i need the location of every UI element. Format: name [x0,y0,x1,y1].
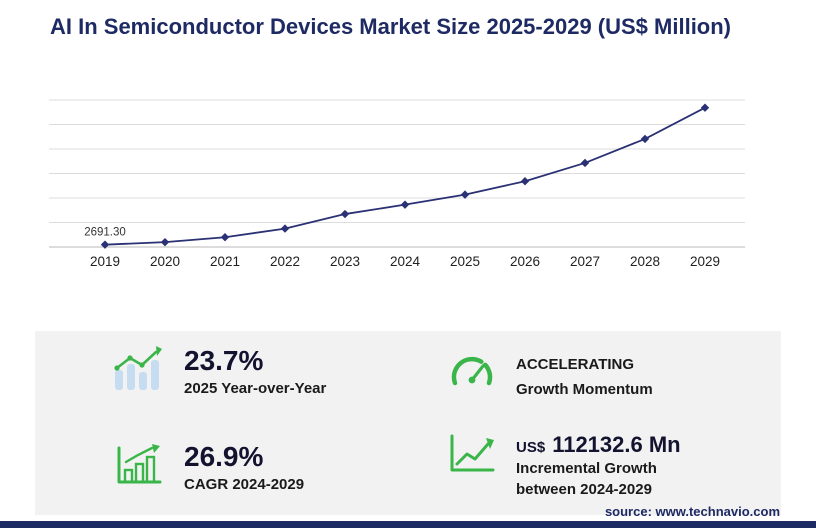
x-tick-label: 2026 [510,254,540,269]
bar-growth-icon [112,346,164,397]
stat-yoy: 23.7% 2025 Year-over-Year [112,346,326,397]
x-tick-label: 2022 [270,254,300,269]
data-point-2027 [580,158,590,168]
data-point-2020 [160,237,170,247]
footer-bar [0,521,816,528]
incremental-line1: Incremental Growth [516,460,657,477]
stat-momentum: ACCELERATING Growth Momentum [448,352,653,402]
data-point-2022 [280,224,290,233]
speedometer-icon [448,352,496,399]
data-point-2025 [460,190,470,199]
stats-panel [35,331,781,515]
data-point-2026 [520,176,530,186]
incremental-value: 112132.6 Mn [552,432,681,457]
data-point-2021 [220,233,230,242]
stat-cagr: 26.9% CAGR 2024-2029 [114,442,304,493]
market-size-chart: 2691.30 2019 2020 2021 2022 2023 2024 2025 2026 2… [45,92,750,274]
data-point-2023 [340,209,350,219]
cagr-value: 26.9% [184,441,264,472]
incremental-line2: between 2024-2029 [516,481,652,498]
x-tick-label: 2025 [450,254,480,269]
x-tick-label: 2027 [570,254,600,269]
x-tick-label: 2023 [330,254,360,269]
x-tick-label: 2028 [630,254,660,269]
first-point-label: 2691.30 [84,227,126,239]
trend-arrow-chart-icon [448,432,496,479]
momentum-line2: Growth Momentum [516,381,653,398]
page-title: AI In Semiconductor Devices Market Size … [50,14,732,39]
data-point-2024 [400,200,410,209]
bar-chart-frame-icon [114,442,164,493]
x-tick-label: 2020 [150,254,180,269]
incremental-value-row: US$ 112132.6 Mn [516,432,681,458]
series-line [104,106,706,246]
data-point-2028 [640,134,650,144]
incremental-currency: US$ [516,439,546,456]
data-point-2019 [100,240,110,249]
market-size-line-chart: 2691.30 2019 2020 2021 2022 2023 2024 2025 2026 2… [49,99,745,269]
data-point-2029 [700,103,710,112]
yoy-value: 23.7% [184,345,264,376]
x-tick-label: 2021 [210,254,240,269]
x-tick-label: 2029 [690,254,720,269]
source-credit: source: www.technavio.com [604,504,780,519]
x-tick-label: 2024 [390,254,421,269]
momentum-line1: ACCELERATING [516,356,635,373]
yoy-label: 2025 Year-over-Year [184,380,327,397]
x-tick-label: 2019 [90,254,120,269]
cagr-label: CAGR 2024-2029 [184,476,305,493]
stat-incremental: US$ 112132.6 Mn Incremental Growth betwe… [448,432,681,500]
